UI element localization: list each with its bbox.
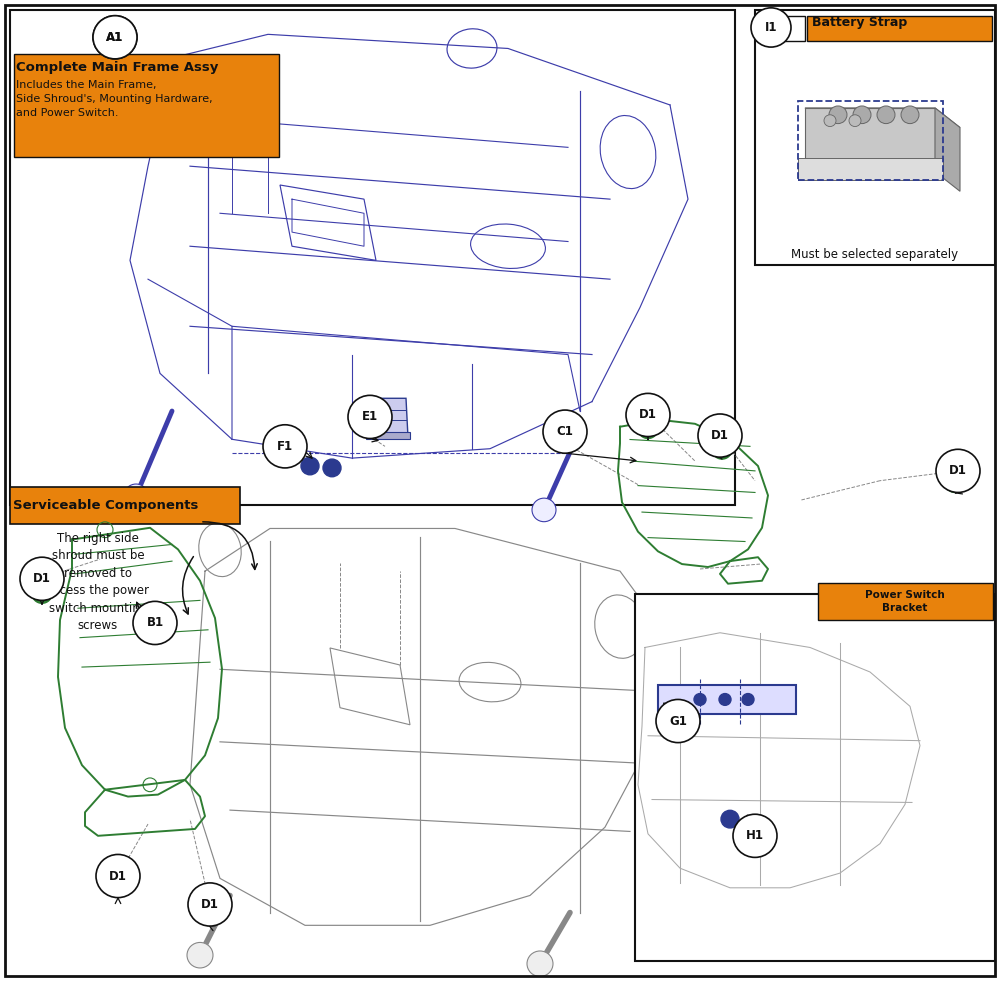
Text: I1: I1 — [765, 21, 777, 34]
Circle shape — [532, 498, 556, 522]
Circle shape — [712, 439, 732, 459]
Circle shape — [694, 694, 706, 705]
Circle shape — [824, 115, 836, 127]
Circle shape — [849, 115, 861, 127]
Circle shape — [543, 410, 587, 453]
FancyBboxPatch shape — [635, 594, 995, 961]
Polygon shape — [805, 108, 960, 128]
Text: The right side
shroud must be
removed to
access the power
switch mounting
screws: The right side shroud must be removed to… — [46, 532, 150, 632]
Text: F1: F1 — [277, 439, 293, 453]
FancyBboxPatch shape — [10, 487, 240, 524]
Polygon shape — [805, 108, 935, 172]
Circle shape — [901, 106, 919, 124]
Text: A1: A1 — [106, 30, 124, 44]
FancyBboxPatch shape — [798, 158, 943, 180]
Circle shape — [751, 8, 791, 47]
Circle shape — [96, 854, 140, 898]
Text: D1: D1 — [109, 869, 127, 883]
FancyBboxPatch shape — [366, 432, 410, 439]
Circle shape — [188, 883, 232, 926]
Text: D1: D1 — [33, 572, 51, 586]
Circle shape — [877, 106, 895, 124]
FancyBboxPatch shape — [658, 685, 796, 714]
Circle shape — [301, 457, 319, 475]
Circle shape — [829, 106, 847, 124]
Circle shape — [698, 414, 742, 457]
Circle shape — [20, 557, 64, 600]
Polygon shape — [935, 108, 960, 191]
Text: Must be selected separately: Must be selected separately — [791, 247, 959, 261]
Circle shape — [32, 584, 52, 603]
Text: D1: D1 — [949, 464, 967, 478]
Text: B1: B1 — [146, 616, 164, 630]
Circle shape — [853, 106, 871, 124]
Circle shape — [133, 601, 177, 645]
Text: Power Switch
Bracket: Power Switch Bracket — [865, 591, 945, 612]
Text: Serviceable Components: Serviceable Components — [13, 498, 198, 512]
Circle shape — [108, 875, 128, 895]
Text: A1: A1 — [106, 30, 124, 44]
Circle shape — [527, 951, 553, 976]
Circle shape — [124, 484, 148, 507]
Circle shape — [323, 459, 341, 477]
Circle shape — [753, 11, 789, 46]
Circle shape — [719, 694, 731, 705]
Circle shape — [93, 16, 137, 59]
Circle shape — [656, 699, 700, 743]
Text: I1: I1 — [765, 22, 777, 35]
Circle shape — [743, 827, 761, 845]
Circle shape — [93, 16, 137, 59]
Circle shape — [198, 904, 218, 924]
Text: D1: D1 — [639, 408, 657, 422]
Text: D1: D1 — [711, 429, 729, 442]
FancyBboxPatch shape — [807, 16, 992, 41]
Circle shape — [187, 943, 213, 968]
Circle shape — [263, 425, 307, 468]
FancyBboxPatch shape — [10, 10, 735, 505]
Circle shape — [936, 449, 980, 492]
Text: C1: C1 — [557, 425, 573, 439]
FancyBboxPatch shape — [757, 16, 805, 41]
Text: G1: G1 — [669, 714, 687, 728]
Polygon shape — [370, 398, 408, 438]
Text: H1: H1 — [746, 829, 764, 843]
Circle shape — [742, 694, 754, 705]
FancyBboxPatch shape — [14, 54, 279, 157]
Circle shape — [721, 810, 739, 828]
Text: Battery Strap: Battery Strap — [812, 16, 907, 28]
Text: Includes the Main Frame,
Side Shroud's, Mounting Hardware,
and Power Switch.: Includes the Main Frame, Side Shroud's, … — [16, 80, 213, 119]
Text: D1: D1 — [201, 898, 219, 911]
Circle shape — [733, 814, 777, 857]
Circle shape — [945, 473, 965, 492]
Text: Complete Main Frame Assy: Complete Main Frame Assy — [16, 61, 218, 74]
Text: E1: E1 — [362, 410, 378, 424]
Circle shape — [638, 419, 658, 439]
Circle shape — [348, 395, 392, 439]
FancyBboxPatch shape — [818, 583, 993, 620]
FancyBboxPatch shape — [755, 10, 995, 265]
Circle shape — [626, 393, 670, 437]
